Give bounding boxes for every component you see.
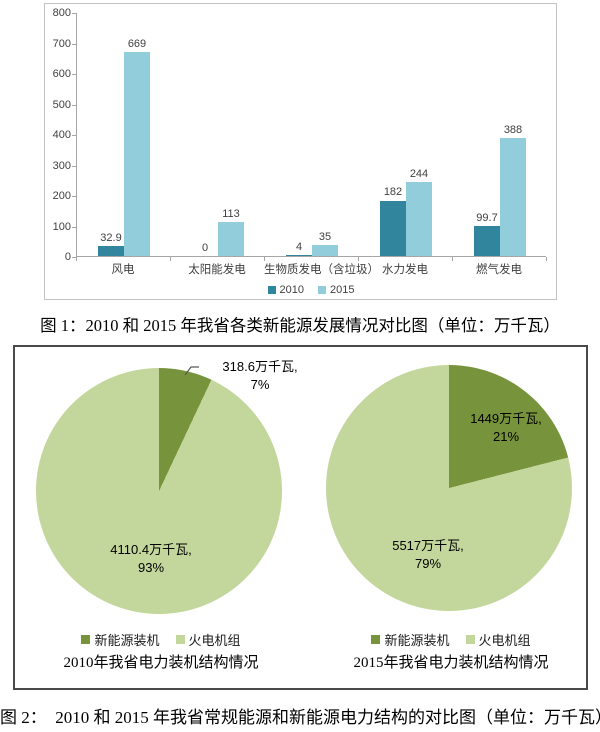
bar-2015-2 xyxy=(218,221,244,256)
x-axis-tick-mark xyxy=(170,257,171,261)
pie-2010-slice2-percent: 93% xyxy=(137,560,165,575)
pie-2015-slice1-percent: 21% xyxy=(492,429,520,444)
legend-swatch-thermal-icon xyxy=(175,635,185,644)
y-axis-tick-mark xyxy=(72,196,76,197)
bar-value-label: 182 xyxy=(383,186,403,199)
bar-2015-3 xyxy=(312,245,338,256)
bar-2010-5 xyxy=(474,225,500,256)
bar-chart-figure: 32.9 669 0 113 4 35 182 244 99.7 388 2010 2015 0 1… xyxy=(44,3,557,300)
bar-2010-1 xyxy=(98,245,124,256)
bar-2015-4 xyxy=(406,181,432,256)
pie-2010-slice1-label: 318.6万千瓦, 7% xyxy=(190,358,330,394)
legend-swatch-new-energy-icon xyxy=(371,635,381,644)
legend-swatch-thermal-icon xyxy=(465,635,475,644)
bar-chart-plot-area: 32.9 669 0 113 4 35 182 244 99.7 388 xyxy=(76,13,546,257)
legend-swatch-new-energy-icon xyxy=(81,635,91,644)
bar-value-label: 4 xyxy=(295,240,303,253)
bar-value-label: 32.9 xyxy=(100,231,122,244)
pie-2010-slice2-value: 4110.4万千瓦, xyxy=(110,542,192,557)
y-axis-tick-mark xyxy=(72,226,76,228)
bar-2015-5 xyxy=(500,137,526,256)
bar-chart-legend: 2010 2015 xyxy=(76,282,546,298)
legend-label-thermal: 火电机组 xyxy=(478,633,531,648)
y-axis-tick-label: 300 xyxy=(52,159,71,172)
bar-2010-4 xyxy=(380,200,406,256)
pie-2010-slice1-value: 318.6万千瓦, xyxy=(222,359,298,374)
y-axis-tick-label: 200 xyxy=(52,190,71,202)
pie-2010-slice2-label: 4110.4万千瓦, 93% xyxy=(81,541,221,577)
bar-2010-3 xyxy=(286,254,312,256)
bar-value-label: 99.7 xyxy=(476,211,498,224)
pie-2015-title: 2015年我省电力装机结构情况 xyxy=(353,655,549,671)
y-axis-tick-label: 600 xyxy=(52,68,71,80)
x-axis-category-label: 生物质发电（含垃圾） xyxy=(264,264,379,276)
legend-label-new-energy: 新能源装机 xyxy=(94,633,160,648)
x-axis-category-label: 太阳能发电 xyxy=(188,264,246,276)
x-axis-tick-mark xyxy=(452,257,453,261)
pie-2015-slice2-label: 5517万千瓦, 79% xyxy=(358,537,498,573)
legend-label-2010: 2010 xyxy=(279,284,304,296)
y-axis-tick-mark xyxy=(72,74,76,75)
x-axis-tick-mark xyxy=(76,257,77,261)
legend-label-thermal: 火电机组 xyxy=(188,633,241,648)
pie-2015-legend: 新能源装机 火电机组 xyxy=(326,630,576,649)
pie-2010 xyxy=(36,368,282,614)
x-axis-tick-mark xyxy=(546,257,547,261)
pie-2015-slice1-value: 1449万千瓦, xyxy=(470,411,542,426)
legend-item-2015: 2015 xyxy=(318,284,354,296)
legend-swatch-2010-icon xyxy=(267,286,276,294)
y-axis-tick-label: 0 xyxy=(64,251,71,263)
pie-charts-figure: 318.6万千瓦, 7% 4110.4万千瓦, 93% 1449万千瓦, 21%… xyxy=(13,345,588,690)
y-axis-tick-label: 700 xyxy=(52,37,71,50)
pie-2010-title: 2010年我省电力装机结构情况 xyxy=(63,655,259,671)
x-axis-category-label: 风电 xyxy=(111,264,135,276)
x-axis-category-label: 水力发电 xyxy=(382,264,428,276)
legend-label-new-energy: 新能源装机 xyxy=(384,633,450,648)
figure1-caption: 图 1：2010 和 2015 年我省各类新能源发展情况对比图（单位：万千瓦） xyxy=(40,316,560,335)
bar-2015-1 xyxy=(124,51,150,256)
legend-item-new-energy: 新能源装机 xyxy=(371,630,450,649)
legend-item-thermal: 火电机组 xyxy=(465,630,531,649)
figure2-caption: 图 2： 2010 和 2015 年我省常规能源和新能源电力结构的对比图（单位：… xyxy=(0,708,600,727)
x-axis-tick-mark xyxy=(264,257,265,261)
bar-value-label: 113 xyxy=(222,207,240,220)
legend-label-2015: 2015 xyxy=(330,284,355,296)
bar-value-label: 35 xyxy=(318,231,332,244)
pie-2015-slice2-value: 5517万千瓦, xyxy=(392,538,464,553)
y-axis-tick-mark xyxy=(72,13,76,14)
bar-value-label: 669 xyxy=(127,37,147,50)
y-axis-tick-label: 400 xyxy=(52,129,71,141)
pie-2010-legend: 新能源装机 火电机组 xyxy=(36,630,286,649)
pie-2015 xyxy=(326,365,572,611)
legend-item-new-energy: 新能源装机 xyxy=(81,630,160,649)
x-axis-tick-mark xyxy=(358,257,359,261)
bar-value-label: 388 xyxy=(503,123,523,136)
y-axis-tick-mark xyxy=(72,104,76,106)
legend-item-2010: 2010 xyxy=(267,284,304,296)
pie-2010-slice1-percent: 7% xyxy=(250,377,270,392)
pie-2015-slice2-percent: 79% xyxy=(414,556,442,571)
y-axis-tick-label: 500 xyxy=(52,98,71,111)
y-axis-tick-mark xyxy=(72,257,76,258)
y-axis-tick-label: 100 xyxy=(52,220,71,233)
pie-2015-slice1-label: 1449万千瓦, 21% xyxy=(436,410,576,446)
legend-item-thermal: 火电机组 xyxy=(175,630,241,649)
y-axis-tick-label: 800 xyxy=(52,7,71,19)
y-axis-tick-mark xyxy=(72,165,76,167)
bar-value-label: 0 xyxy=(201,242,209,254)
x-axis-category-label: 燃气发电 xyxy=(476,264,522,276)
legend-swatch-2015-icon xyxy=(318,286,326,294)
bar-value-label: 244 xyxy=(409,167,429,180)
y-axis-tick-mark xyxy=(72,135,76,136)
y-axis-tick-mark xyxy=(72,43,76,45)
